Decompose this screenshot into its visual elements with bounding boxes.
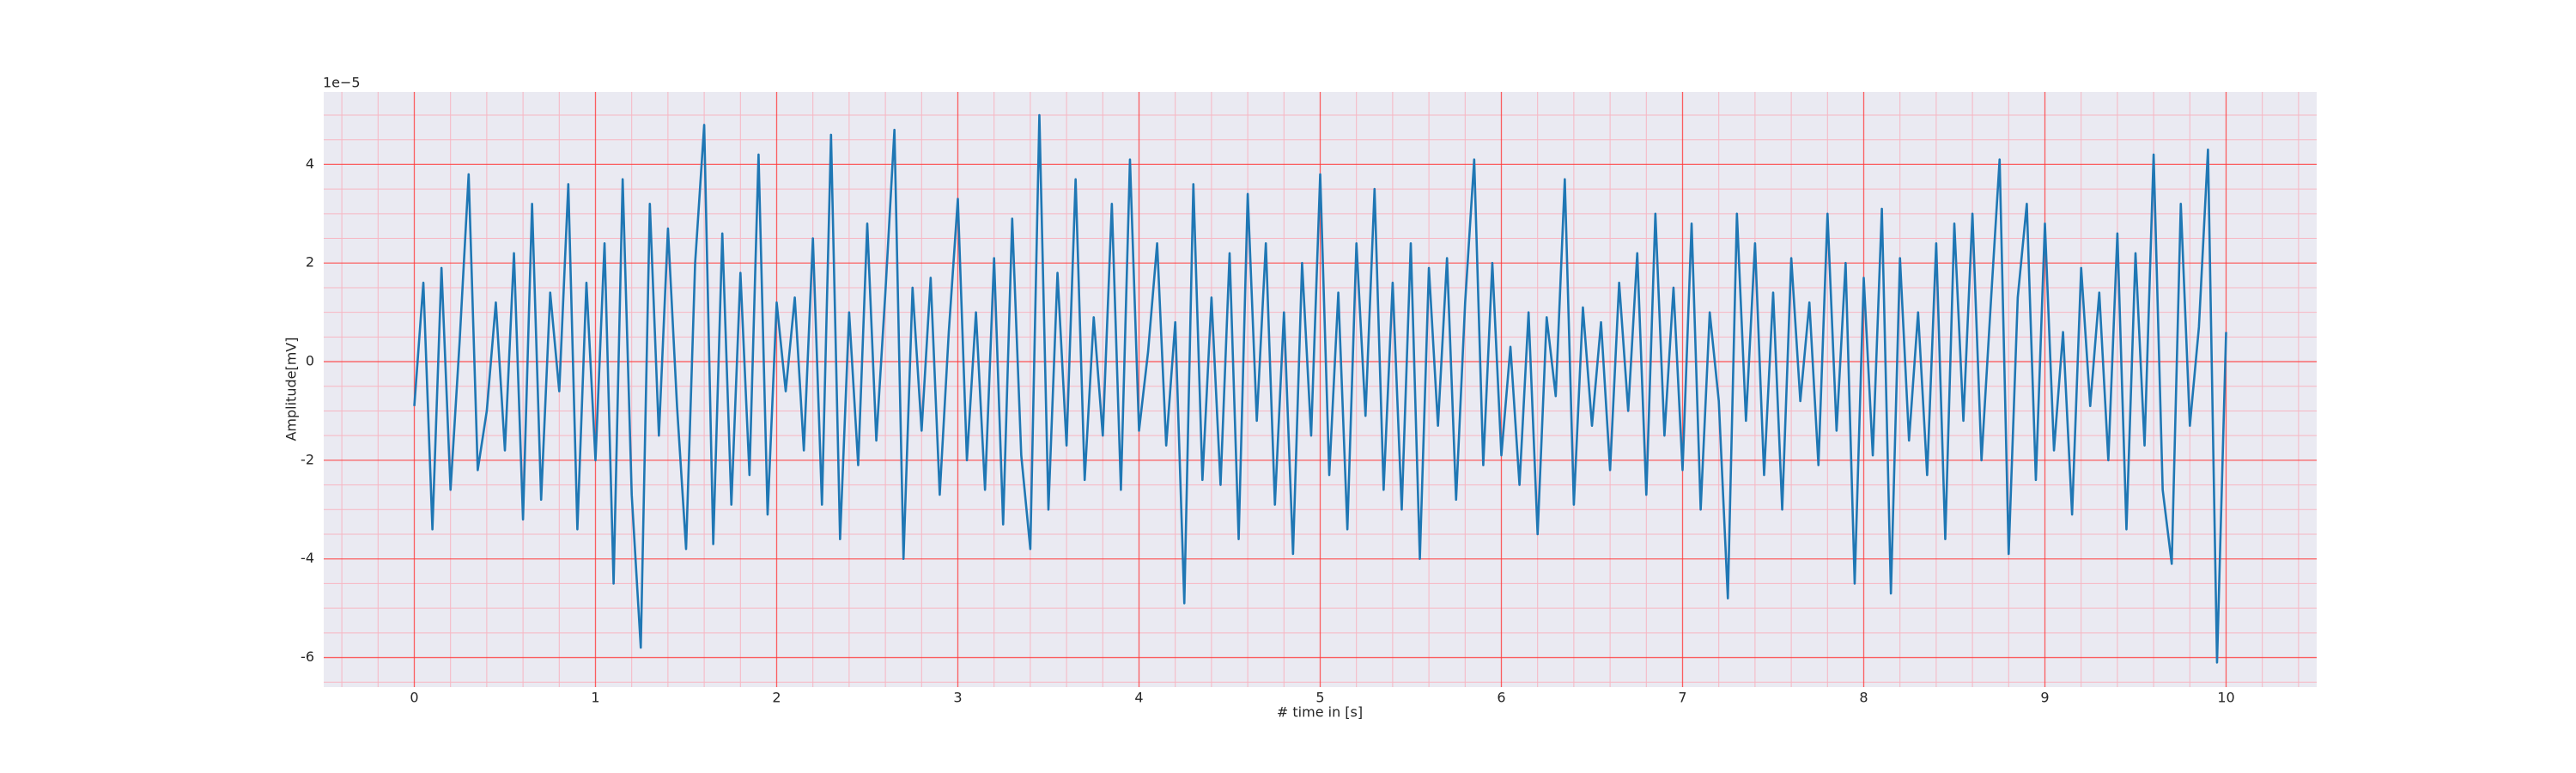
signal-line — [413, 113, 2227, 664]
series — [413, 113, 2227, 664]
y-tick-label: -4 — [301, 550, 314, 566]
y-tick-label: 0 — [306, 353, 314, 369]
x-tick-label: 1 — [591, 690, 599, 706]
x-tick-label: 4 — [1134, 690, 1143, 706]
x-tick-label: 2 — [772, 690, 781, 706]
x-tick-label: 5 — [1315, 690, 1324, 706]
x-axis-label: # time in [s] — [1277, 704, 1363, 721]
x-tick-label: 7 — [1678, 690, 1686, 706]
x-tick-label: 10 — [2217, 690, 2234, 706]
x-tick-label: 3 — [953, 690, 962, 706]
y-axis-label: Amplitude[mV] — [283, 337, 300, 441]
labels: # time in [s] Amplitude[mV] 1e−5 0 1 2 3 4 5 6… — [283, 75, 2235, 721]
y-tick-label: -2 — [301, 451, 314, 467]
x-tick-label: 8 — [1859, 690, 1868, 706]
y-tick-label: -6 — [301, 648, 314, 665]
y-tick-label: 4 — [306, 155, 314, 172]
x-tick-label: 9 — [2040, 690, 2049, 706]
x-tick-label: 6 — [1497, 690, 1505, 706]
y-tick-label: 2 — [306, 254, 314, 271]
x-tick-label: 0 — [410, 690, 418, 706]
y-offset-label: 1e−5 — [323, 75, 361, 91]
